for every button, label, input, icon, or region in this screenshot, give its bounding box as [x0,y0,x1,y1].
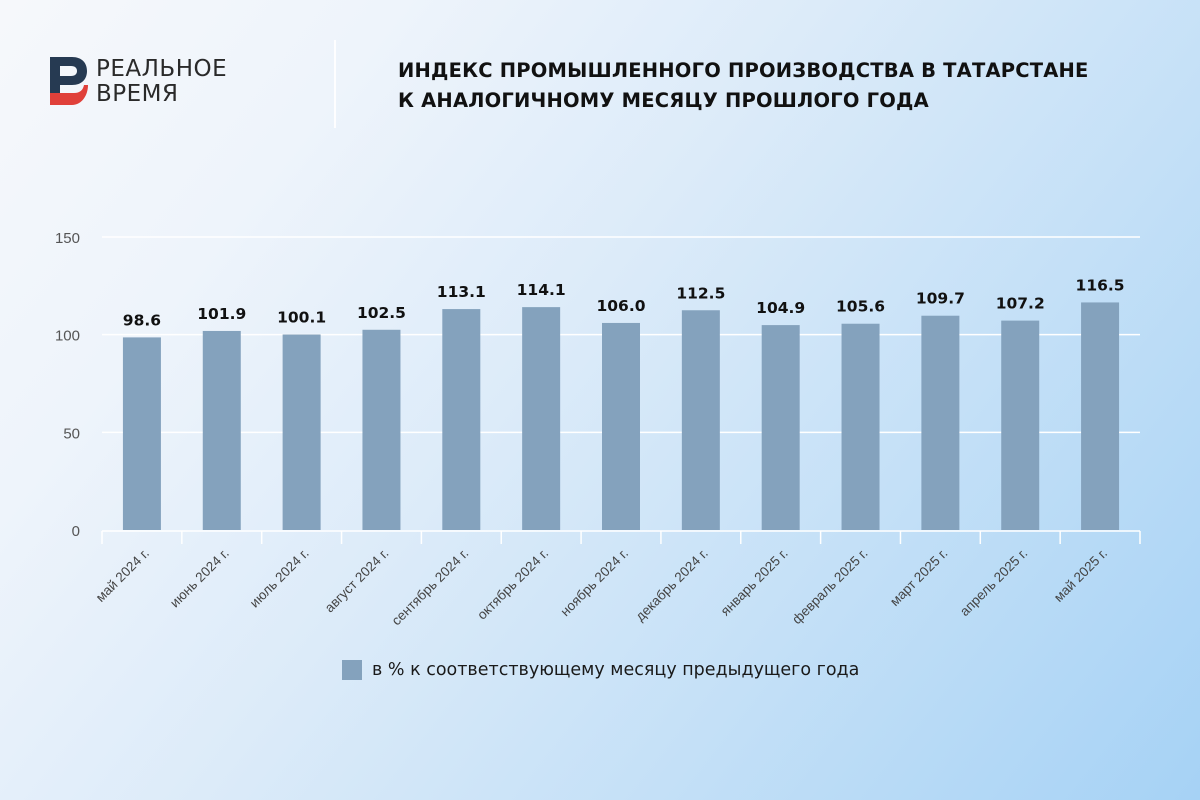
bar [761,325,800,530]
y-tick-label: 0 [72,523,80,540]
y-tick-label: 50 [63,425,80,442]
chart-legend: в % к соответствующему месяцу предыдущег… [342,660,859,680]
bar [921,315,960,530]
bar-value-label: 100.1 [277,308,326,326]
bar [681,310,720,530]
x-category-label: август 2024 г. [322,546,392,616]
bar-value-label: 104.9 [756,299,805,317]
brand-name-line2: ВРЕМЯ [96,81,179,107]
bar [442,309,481,530]
bar-value-label: 112.5 [676,284,725,302]
bar-value-label: 114.1 [517,281,566,299]
chart-title-line2: К АНАЛОГИЧНОМУ МЕСЯЦУ ПРОШЛОГО ГОДА [398,89,929,112]
legend-swatch [342,660,362,680]
bar [1001,320,1040,530]
bar [122,337,161,530]
x-category-label: февраль 2025 г. [789,546,871,628]
bar [1081,302,1120,530]
bar [522,307,561,530]
bar-value-label: 105.6 [836,298,885,316]
x-category-label: ноябрь 2024 г. [558,546,632,620]
x-category-label: май 2024 г. [93,546,152,605]
x-category-label: октябрь 2024 г. [474,546,551,623]
bar-value-label: 107.2 [996,295,1045,313]
brand-logo: РЕАЛЬНОЕ ВРЕМЯ [50,57,280,109]
x-category-label: май 2025 г. [1051,546,1110,605]
chart-title: ИНДЕКС ПРОМЫШЛЕННОГО ПРОИЗВОДСТВА В ТАТА… [398,56,1089,116]
bar-value-label: 98.6 [123,311,161,329]
legend-label: в % к соответствующему месяцу предыдущег… [372,660,860,680]
y-tick-label: 100 [55,328,80,345]
bar-value-label: 102.5 [357,304,406,322]
bar [202,330,241,530]
bar [362,329,401,530]
brand-logo-icon [50,57,88,105]
x-category-label: июнь 2024 г. [167,546,232,611]
y-tick-label: 150 [55,230,80,247]
brand-name-line1: РЕАЛЬНОЕ [96,56,228,82]
x-category-label: апрель 2025 г. [957,546,1030,619]
bar-value-label: 116.5 [1076,276,1125,294]
x-category-label: сентябрь 2024 г. [389,546,472,629]
bar [841,323,880,530]
bar-value-label: 101.9 [197,305,246,323]
bar-value-label: 109.7 [916,290,965,308]
header-divider [334,40,336,128]
bar [282,334,321,530]
brand-name: РЕАЛЬНОЕ ВРЕМЯ [96,57,227,107]
x-category-label: март 2025 г. [887,546,950,609]
bar-value-label: 106.0 [596,297,645,315]
x-category-label: январь 2025 г. [718,546,791,619]
bar [602,322,640,530]
x-category-label: июль 2024 г. [247,546,312,611]
chart-title-line1: ИНДЕКС ПРОМЫШЛЕННОГО ПРОИЗВОДСТВА В ТАТА… [398,59,1089,82]
bar-value-label: 113.1 [437,283,486,301]
x-category-label: декабрь 2024 г. [633,546,711,624]
